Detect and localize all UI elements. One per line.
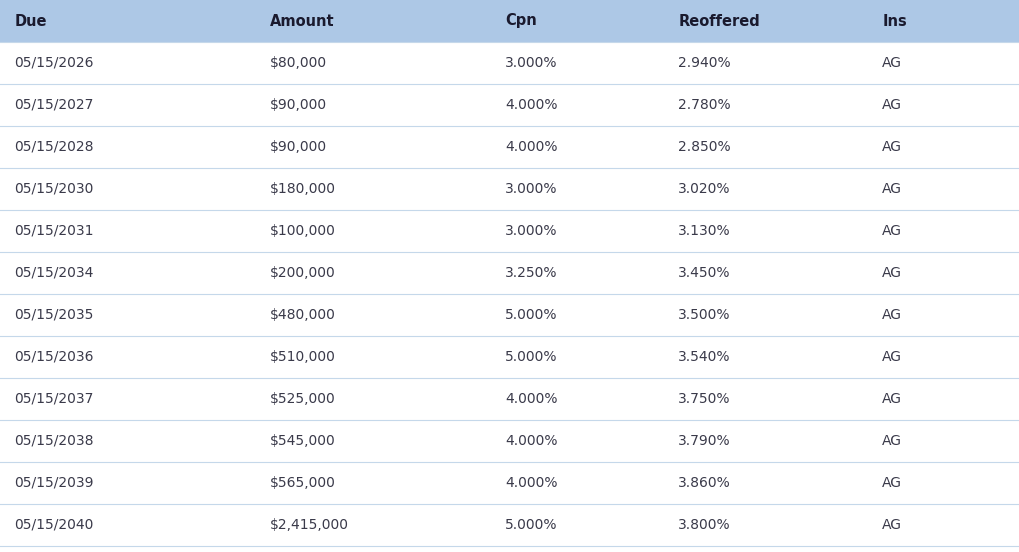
Bar	[0, 504, 1019, 546]
Text: 2.940%: 2.940%	[678, 56, 731, 70]
Text: AG: AG	[881, 98, 902, 112]
Text: AG: AG	[881, 182, 902, 196]
Text: $480,000: $480,000	[270, 308, 336, 322]
Text: 05/15/2038: 05/15/2038	[14, 434, 94, 448]
Text: AG: AG	[881, 518, 902, 532]
Text: AG: AG	[881, 224, 902, 238]
Text: 3.800%: 3.800%	[678, 518, 731, 532]
Text: 5.000%: 5.000%	[504, 308, 556, 322]
Text: 3.000%: 3.000%	[504, 224, 556, 238]
Text: $80,000: $80,000	[270, 56, 327, 70]
Bar	[0, 462, 1019, 504]
Text: $100,000: $100,000	[270, 224, 336, 238]
Text: 3.750%: 3.750%	[678, 392, 730, 406]
Bar	[0, 168, 1019, 210]
Text: 3.860%: 3.860%	[678, 476, 731, 490]
Text: 05/15/2034: 05/15/2034	[14, 266, 94, 280]
Text: AG: AG	[881, 140, 902, 154]
Text: 05/15/2039: 05/15/2039	[14, 476, 94, 490]
Text: 05/15/2026: 05/15/2026	[14, 56, 94, 70]
Text: 2.850%: 2.850%	[678, 140, 731, 154]
Text: 05/15/2035: 05/15/2035	[14, 308, 94, 322]
Text: 05/15/2031: 05/15/2031	[14, 224, 94, 238]
Text: 05/15/2036: 05/15/2036	[14, 350, 94, 364]
Bar	[0, 420, 1019, 462]
Text: $545,000: $545,000	[270, 434, 335, 448]
Text: $2,415,000: $2,415,000	[270, 518, 348, 532]
Bar	[0, 42, 1019, 84]
Text: 4.000%: 4.000%	[504, 434, 556, 448]
Bar	[0, 294, 1019, 336]
Bar	[0, 0, 1019, 42]
Text: 4.000%: 4.000%	[504, 476, 556, 490]
Text: 3.540%: 3.540%	[678, 350, 730, 364]
Text: 5.000%: 5.000%	[504, 518, 556, 532]
Text: Ins: Ins	[881, 13, 906, 29]
Text: 4.000%: 4.000%	[504, 98, 556, 112]
Text: 2.780%: 2.780%	[678, 98, 731, 112]
Text: 3.500%: 3.500%	[678, 308, 730, 322]
Text: $525,000: $525,000	[270, 392, 335, 406]
Text: 3.250%: 3.250%	[504, 266, 556, 280]
Text: 3.130%: 3.130%	[678, 224, 731, 238]
Bar	[0, 378, 1019, 420]
Text: AG: AG	[881, 266, 902, 280]
Text: AG: AG	[881, 308, 902, 322]
Text: 4.000%: 4.000%	[504, 140, 556, 154]
Text: $510,000: $510,000	[270, 350, 336, 364]
Text: 3.020%: 3.020%	[678, 182, 730, 196]
Text: 05/15/2027: 05/15/2027	[14, 98, 94, 112]
Text: AG: AG	[881, 434, 902, 448]
Text: AG: AG	[881, 476, 902, 490]
Text: 3.000%: 3.000%	[504, 182, 556, 196]
Text: 3.000%: 3.000%	[504, 56, 556, 70]
Text: 4.000%: 4.000%	[504, 392, 556, 406]
Text: $180,000: $180,000	[270, 182, 336, 196]
Bar	[0, 252, 1019, 294]
Text: Due: Due	[14, 13, 47, 29]
Text: $200,000: $200,000	[270, 266, 335, 280]
Text: 05/15/2040: 05/15/2040	[14, 518, 94, 532]
Text: 05/15/2030: 05/15/2030	[14, 182, 94, 196]
Text: Cpn: Cpn	[504, 13, 536, 29]
Text: $90,000: $90,000	[270, 140, 327, 154]
Text: Amount: Amount	[270, 13, 334, 29]
Text: 5.000%: 5.000%	[504, 350, 556, 364]
Text: AG: AG	[881, 56, 902, 70]
Text: 05/15/2028: 05/15/2028	[14, 140, 94, 154]
Text: AG: AG	[881, 350, 902, 364]
Text: Reoffered: Reoffered	[678, 13, 759, 29]
Text: AG: AG	[881, 392, 902, 406]
Text: 3.790%: 3.790%	[678, 434, 731, 448]
Text: $565,000: $565,000	[270, 476, 336, 490]
Bar	[0, 210, 1019, 252]
Text: $90,000: $90,000	[270, 98, 327, 112]
Text: 3.450%: 3.450%	[678, 266, 730, 280]
Text: 05/15/2037: 05/15/2037	[14, 392, 94, 406]
Bar	[0, 126, 1019, 168]
Bar	[0, 336, 1019, 378]
Bar	[0, 84, 1019, 126]
